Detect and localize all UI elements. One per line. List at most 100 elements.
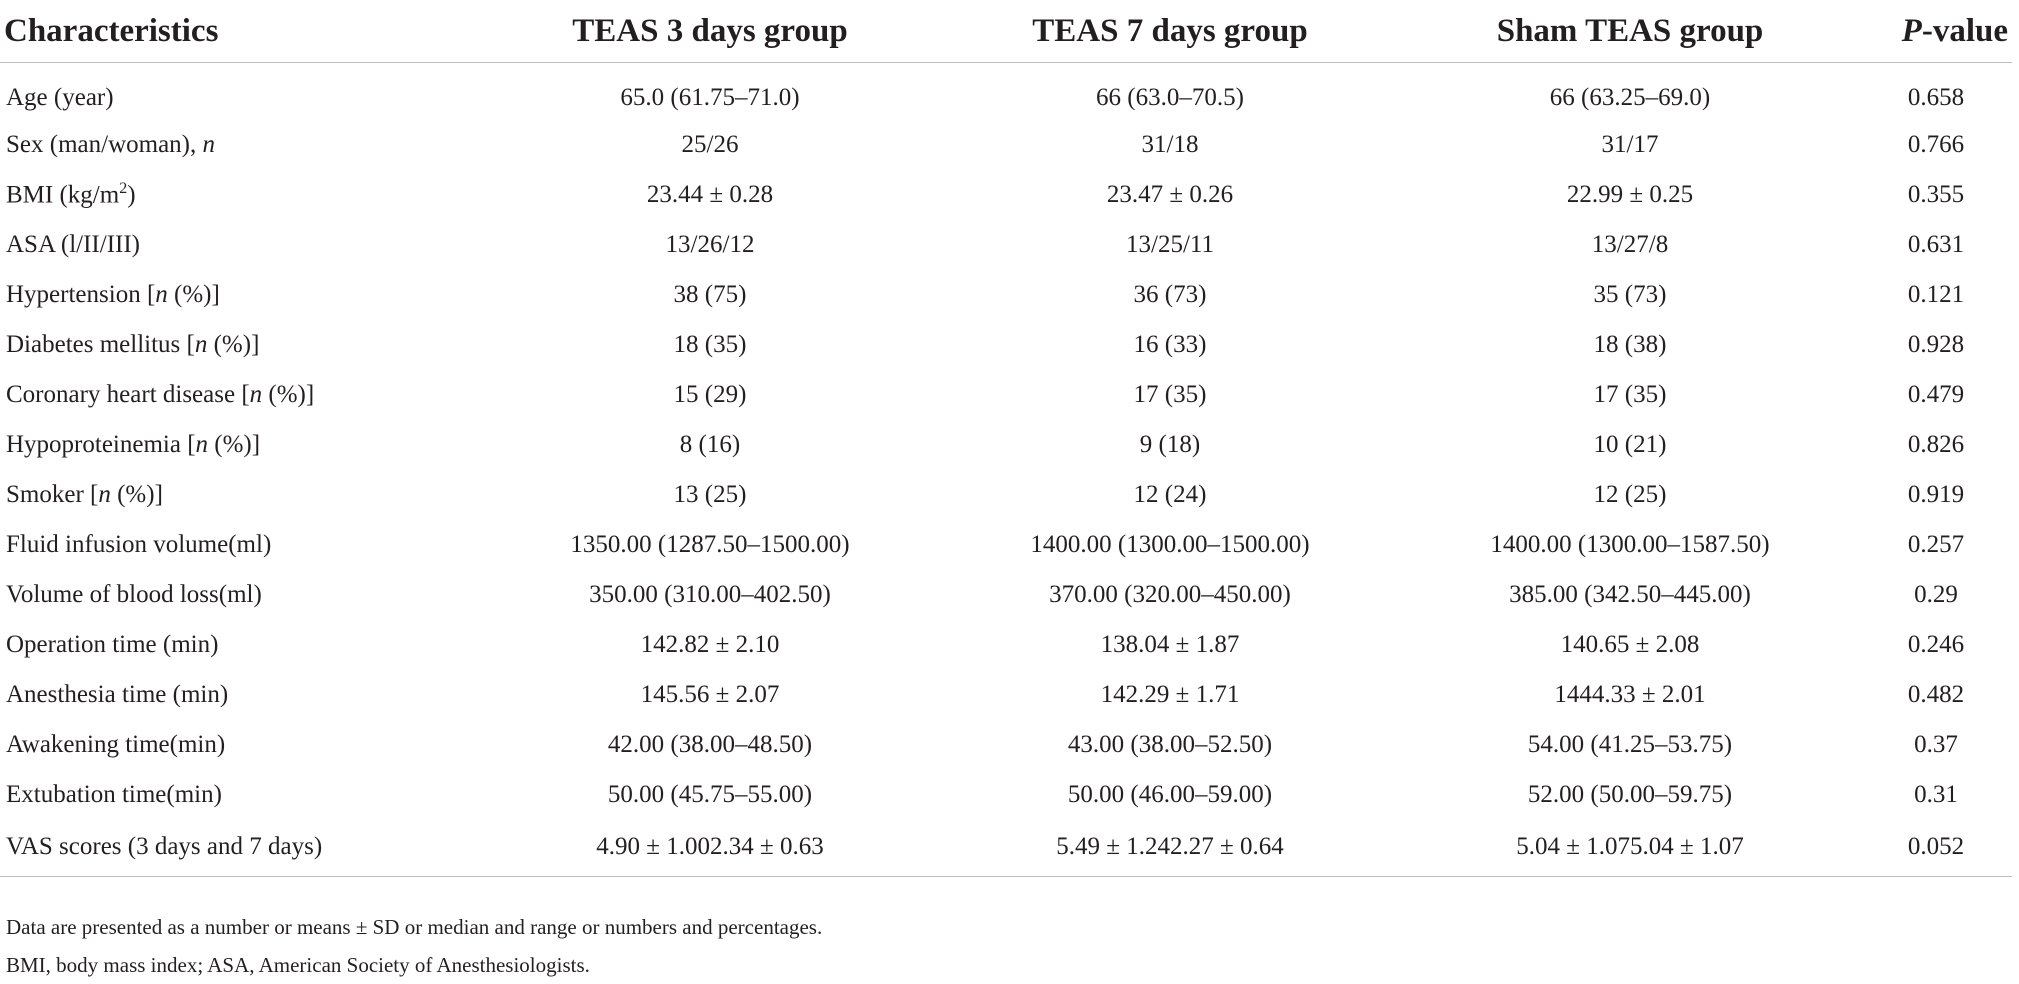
cell-teas-3-days: 8 (16) <box>679 431 741 458</box>
cell-p-value: 0.658 <box>1907 83 1965 111</box>
cell-sham-teas: 1400.00 (1300.00–1587.50) <box>1490 531 1770 558</box>
cell-p-value: 0.052 <box>1860 820 2012 877</box>
cell-sham-teas: 385.00 (342.50–445.00) <box>1509 581 1751 608</box>
table-row: Fluid infusion volume(ml) 1350.00 (1287.5… <box>0 520 2012 570</box>
row-label: Volume of blood loss(ml) <box>0 570 480 620</box>
cell-teas-7-days: 23.47 ± 0.26 <box>1106 181 1234 208</box>
row-label-superscript: 2 <box>119 180 128 198</box>
cell-teas-7-days: 50.00 (46.00–59.00) <box>1067 781 1273 808</box>
cell-teas-3-days: 42.00 (38.00–48.50) <box>607 731 813 758</box>
row-label: Awakening time(min) <box>0 720 480 770</box>
cell-p-value: 0.766 <box>1907 131 1965 158</box>
table-row: Operation time (min) 142.82 ± 2.10 138.04 … <box>0 620 2012 670</box>
cell-sham-teas: 54.00 (41.25–53.75) <box>1527 731 1733 758</box>
row-label: Sex (man/woman), n <box>0 120 480 170</box>
cell-p-value: 0.479 <box>1907 381 1965 408</box>
footnote-data-presentation: Data are presented as a number or means … <box>6 915 823 939</box>
cell-teas-7-days: 370.00 (320.00–450.00) <box>1049 581 1291 608</box>
cell-teas-7-days: 138.04 ± 1.87 <box>1100 631 1240 658</box>
cell-p-value: 0.928 <box>1907 331 1965 358</box>
table-row: Volume of blood loss(ml) 350.00 (310.00–4… <box>0 570 2012 620</box>
cell-sham-teas: 52.00 (50.00–59.75) <box>1527 781 1733 808</box>
header-p-value: P-value <box>1860 0 2012 63</box>
row-label-text: Age (year) <box>6 83 114 111</box>
row-label-text: VAS scores (3 days and 7 days) <box>6 833 323 860</box>
row-label-italic: n <box>202 131 215 158</box>
cell-teas-3-days: 65.0 (61.75–71.0) <box>620 83 800 111</box>
header-sham-teas: Sham TEAS group <box>1400 0 1860 63</box>
cell-teas-3-days: 350.00 (310.00–402.50) <box>589 581 831 608</box>
row-label: Smoker [n (%)] <box>0 470 480 520</box>
row-label-text: Diabetes mellitus [ <box>6 331 195 358</box>
cell-sham-teas: 18 (38) <box>1593 331 1667 358</box>
header-p-italic: P <box>1901 12 1922 49</box>
cell-sham-teas: 5.04 ± 1.075.04 ± 1.07 <box>1400 820 1860 877</box>
cell-teas-7-days: 12 (24) <box>1133 481 1207 508</box>
cell-sham-teas: 12 (25) <box>1593 481 1667 508</box>
cell-teas-3-days: 145.56 ± 2.07 <box>640 681 780 708</box>
row-label-italic: n <box>249 381 263 408</box>
row-label-text: Smoker [ <box>6 481 99 508</box>
cell-p-value: 0.826 <box>1907 431 1965 458</box>
cell-p-value: 0.482 <box>1907 681 1965 708</box>
cell-teas-7-days: 31/18 <box>1141 131 1199 158</box>
cell-teas-3-days: 1350.00 (1287.50–1500.00) <box>570 531 850 558</box>
table-row: ASA (l/II/III) 13/26/12 13/25/11 13/27/8 0.6… <box>0 220 2012 270</box>
row-label-italic: n <box>98 481 111 508</box>
cell-teas-7-days: 66 (63.0–70.5) <box>1096 83 1244 111</box>
cell-sham-teas: 1444.33 ± 2.01 <box>1554 681 1706 708</box>
table-row: Smoker [n (%)] 13 (25) 12 (24) 12 (25) 0.919 <box>0 470 2012 520</box>
table-header: Characteristics TEAS 3 days group TEAS 7… <box>0 0 2012 63</box>
cell-sham-teas: 22.99 ± 0.25 <box>1566 181 1694 208</box>
row-label-italic: n <box>195 431 209 458</box>
cell-sham-teas: 31/17 <box>1601 131 1659 158</box>
row-label: Hypertension [n (%)] <box>0 270 480 320</box>
row-label-tail: (%)] <box>167 281 220 308</box>
cell-teas-7-days: 43.00 (38.00–52.50) <box>1067 731 1273 758</box>
cell-p-value: 0.37 <box>1914 731 1958 758</box>
cell-teas-3-days: 25/26 <box>681 131 739 158</box>
row-label: Operation time (min) <box>0 620 480 670</box>
row-label-text: BMI (kg/m <box>6 181 120 209</box>
cell-teas-3-days: 13/26/12 <box>665 231 755 258</box>
row-label-tail: (%)] <box>110 481 163 508</box>
cell-sham-teas: 35 (73) <box>1593 281 1667 308</box>
cell-teas-3-days: 15 (29) <box>673 381 747 408</box>
cell-teas-7-days: 5.49 ± 1.242.27 ± 0.64 <box>940 820 1400 877</box>
row-label: ASA (l/II/III) <box>0 220 480 270</box>
cell-sham-teas: 17 (35) <box>1593 381 1667 408</box>
table-row: Sex (man/woman), n 25/26 31/18 31/17 0.766 <box>0 120 2012 170</box>
table-row: Anesthesia time (min) 145.56 ± 2.07 142.29… <box>0 670 2012 720</box>
table-row: Diabetes mellitus [n (%)] 18 (35) 16 (33) 1… <box>0 320 2012 370</box>
cell-sham-teas: 140.65 ± 2.08 <box>1560 631 1700 658</box>
row-label-text: Volume of blood loss(ml) <box>6 581 262 608</box>
cell-p-value: 0.31 <box>1914 781 1958 808</box>
cell-p-value: 0.29 <box>1914 581 1958 608</box>
header-p-rest: -value <box>1921 12 2008 49</box>
row-label-text: Hypoproteinemia [ <box>6 431 196 458</box>
footnotes: Data are presented as a number or means … <box>6 908 822 984</box>
row-label: Diabetes mellitus [n (%)] <box>0 320 480 370</box>
table-row: Coronary heart disease [n (%)] 15 (29) 17 … <box>0 370 2012 420</box>
cell-teas-3-days: 23.44 ± 0.28 <box>646 181 774 208</box>
cell-teas-3-days: 50.00 (45.75–55.00) <box>607 781 813 808</box>
cell-teas-7-days: 13/25/11 <box>1126 231 1214 258</box>
cell-teas-3-days: 142.82 ± 2.10 <box>640 631 780 658</box>
header-teas-3-days: TEAS 3 days group <box>480 0 940 63</box>
cell-teas-7-days: 17 (35) <box>1133 381 1207 408</box>
cell-teas-3-days: 13 (25) <box>673 481 747 508</box>
cell-p-value: 0.355 <box>1907 181 1965 208</box>
table-row: Age (year) 65.0 (61.75–71.0) 66 (63.0–70.5… <box>0 63 2012 121</box>
cell-teas-3-days: 4.90 ± 1.002.34 ± 0.63 <box>480 820 940 877</box>
row-label: Hypoproteinemia [n (%)] <box>0 420 480 470</box>
row-label-tail: ) <box>127 181 136 209</box>
footnote-abbreviations: BMI, body mass index; ASA, American Soci… <box>6 953 590 977</box>
header-row: Characteristics TEAS 3 days group TEAS 7… <box>0 0 2012 63</box>
cell-p-value: 0.631 <box>1907 231 1965 258</box>
row-label-text: Sex (man/woman), <box>6 131 203 158</box>
cell-p-value: 0.246 <box>1907 631 1965 658</box>
header-characteristics: Characteristics <box>0 0 480 63</box>
row-label-tail: (%)] <box>208 431 261 458</box>
cell-sham-teas: 13/27/8 <box>1591 231 1669 258</box>
